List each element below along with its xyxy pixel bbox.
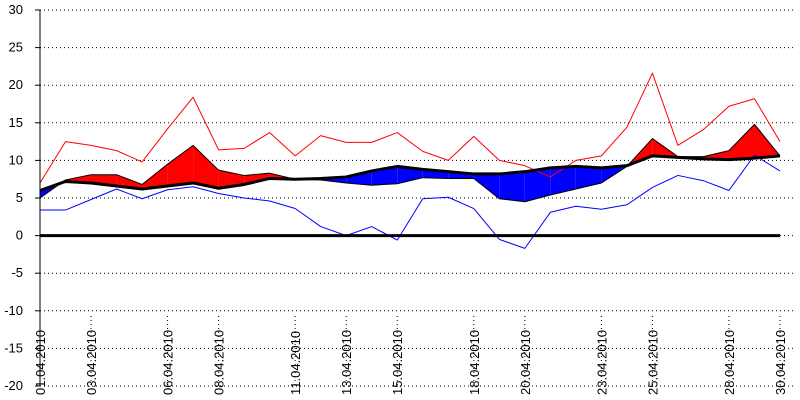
deviation-area (142, 164, 168, 189)
deviation-area (703, 150, 729, 160)
y-tick-label: -20 (4, 378, 23, 393)
x-tick-label: 23.04.2010 (594, 330, 609, 395)
x-tick-label: 08.04.2010 (212, 330, 227, 395)
y-tick-label: 15 (9, 115, 23, 130)
deviation-area (728, 124, 755, 160)
y-tick-label: 30 (9, 2, 23, 17)
y-tick-label: 25 (9, 40, 23, 55)
x-tick-label: 01.04.2010 (33, 330, 48, 395)
y-tick-label: 20 (9, 77, 23, 92)
y-gridlines (40, 9, 795, 387)
x-axis: 01.04.2010 03.04.2010 06.04.2010 08.04.2010… (33, 316, 788, 395)
deviation-area (524, 167, 551, 202)
deviation-area (499, 171, 525, 202)
x-tick-label: 25.04.2010 (645, 330, 660, 395)
y-tick-label: -5 (11, 265, 23, 280)
reference-line (39, 154, 781, 192)
deviation-fills (40, 124, 780, 202)
deviation-area (346, 170, 372, 186)
max-line (39, 72, 781, 184)
x-tick-label: 15.04.2010 (390, 330, 405, 395)
deviation-area (397, 166, 423, 184)
y-tick-label: 10 (9, 152, 23, 167)
series-lines (39, 72, 781, 249)
deviation-area (473, 173, 500, 199)
deviation-area (167, 145, 194, 186)
x-tick-label: 20.04.2010 (518, 330, 533, 395)
x-tick-label: 06.04.2010 (161, 330, 176, 395)
y-tick-label: -15 (4, 340, 23, 355)
y-tick-label: -10 (4, 303, 23, 318)
deviation-area (193, 145, 219, 189)
deviation-area (550, 166, 576, 195)
x-tick-label: 18.04.2010 (467, 330, 482, 395)
x-tick-label: 13.04.2010 (339, 330, 354, 395)
x-tick-label: 30.04.2010 (773, 330, 788, 395)
deviation-area (575, 166, 602, 189)
min-line (40, 154, 781, 249)
x-tick-label: 28.04.2010 (722, 330, 737, 395)
deviation-area (218, 170, 245, 189)
y-axis: -20 -15 -10 -5 0 5 10 15 20 25 30 (4, 2, 41, 393)
y-tick-label: 5 (16, 190, 23, 205)
y-tick-label: 0 (16, 228, 23, 243)
x-tick-label: 11.04.2010 (288, 331, 303, 395)
x-tick-label: 03.04.2010 (84, 330, 99, 395)
mean-outline (39, 123, 781, 203)
